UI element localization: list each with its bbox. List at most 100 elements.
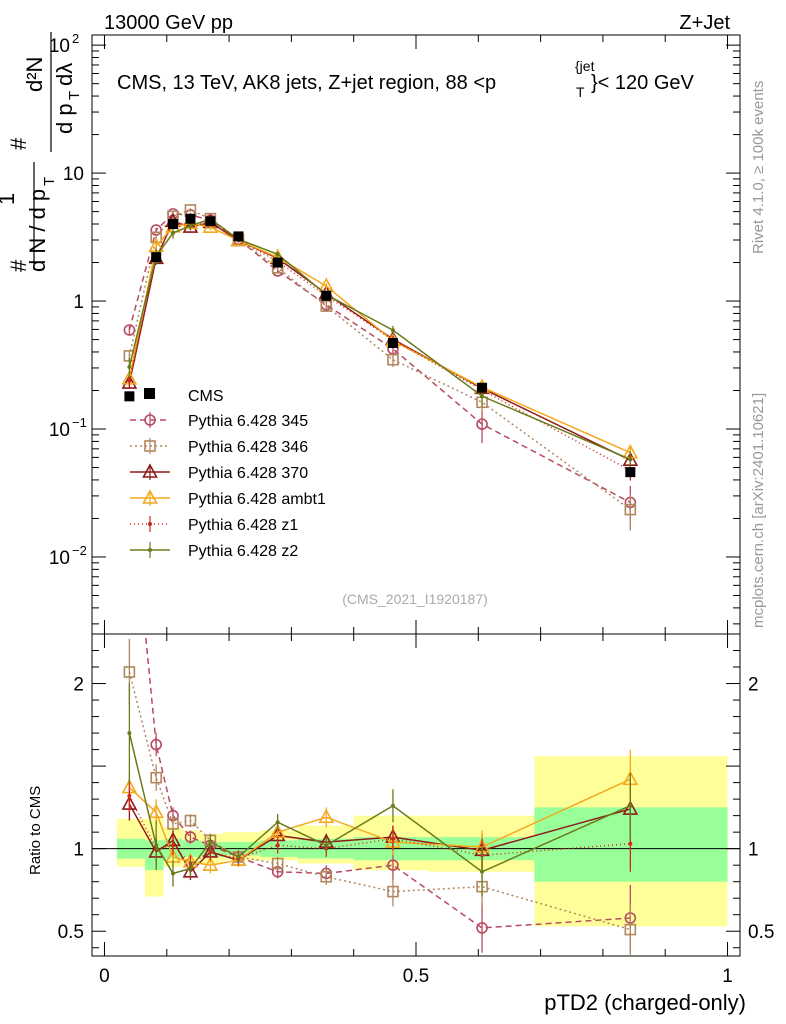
series-ratio-point-4 bbox=[208, 849, 213, 854]
series-ratio-4 bbox=[127, 779, 633, 872]
data-point bbox=[151, 252, 162, 263]
data-point bbox=[625, 467, 636, 478]
series-ratio-point-5 bbox=[171, 871, 175, 876]
series-ratio-point-5 bbox=[480, 869, 485, 874]
x-tick-label-0: 0 bbox=[99, 966, 110, 987]
legend-marker-1 bbox=[144, 440, 156, 452]
series-ratio-point-2 bbox=[182, 863, 199, 878]
legend: CMS Pythia 6.428 345 Pythia 6.428 346 Pythi… bbox=[130, 388, 326, 560]
series-point-5 bbox=[628, 457, 633, 462]
ratio-ytick-label-1: 1 bbox=[73, 840, 84, 861]
legend-marker-2 bbox=[142, 463, 158, 478]
title-sup: {jet bbox=[575, 58, 595, 74]
series-ratio-point-1 bbox=[167, 818, 179, 830]
series-line-0 bbox=[128, 213, 631, 504]
series-ratio-point-4 bbox=[390, 836, 395, 841]
chart-title: CMS, 13 TeV, AK8 jets, Z+jet region, 88 … bbox=[117, 58, 695, 100]
main-ytick-exp-1: −1 bbox=[72, 415, 87, 430]
main-ytick-label-3: 10 bbox=[63, 164, 84, 185]
main-ytick-label-1: 10 bbox=[49, 420, 70, 441]
series-ratio-point-1 bbox=[320, 870, 333, 883]
series-ratio-point-0 bbox=[476, 922, 488, 934]
series-ratio-point-4 bbox=[628, 841, 633, 846]
data-point bbox=[477, 382, 488, 393]
main-ytick-label-0: 10 bbox=[49, 548, 70, 569]
main-ytick-exp-0: −2 bbox=[72, 543, 87, 558]
series-point-5 bbox=[188, 223, 193, 228]
analysis-id: (CMS_2021_I1920187) bbox=[342, 591, 488, 607]
series-ratio-point-5 bbox=[154, 843, 159, 848]
series-ratio-point-4 bbox=[127, 793, 132, 798]
series-ratio-point-1 bbox=[123, 666, 136, 678]
series-ratio-point-1 bbox=[271, 857, 284, 870]
y-label-frac-top: d²N bbox=[22, 57, 47, 92]
ratio-ytick-label-right-2: 2 bbox=[748, 675, 759, 696]
series-ratio-point-5 bbox=[188, 866, 193, 871]
main-ytick-label-4: 10 bbox=[49, 36, 70, 57]
series-ratio-point-0 bbox=[150, 738, 162, 751]
ratio-panel: 0 0.5 1 0.5 0.5 1 1 2 2 bbox=[58, 633, 774, 987]
series-ratio-point-3 bbox=[230, 851, 247, 867]
data-point bbox=[205, 216, 216, 227]
series-main-5 bbox=[127, 216, 633, 469]
series-ratio-point-3 bbox=[148, 803, 165, 819]
legend-label-4: Pythia 6.428 z1 bbox=[188, 517, 298, 534]
series-ratio-point-5 bbox=[208, 840, 213, 845]
title-main-text: CMS, 13 TeV, AK8 jets, Z+jet region, 88 … bbox=[117, 72, 496, 94]
y-label-frac-bot-sub: T bbox=[66, 91, 83, 100]
series-ratio-line-0 bbox=[144, 634, 631, 929]
header-left: 13000 GeV pp bbox=[104, 12, 233, 34]
series-point-5 bbox=[127, 364, 132, 369]
series-ratio-point-5 bbox=[236, 854, 241, 859]
series-ratio-point-0 bbox=[184, 831, 197, 843]
data-point bbox=[185, 213, 196, 224]
main-ytick-exp-4: 2 bbox=[72, 31, 79, 46]
series-point-0 bbox=[123, 324, 136, 336]
series-ratio-point-3 bbox=[318, 808, 335, 824]
data-point bbox=[233, 231, 244, 242]
legend-label-2: Pythia 6.428 370 bbox=[188, 465, 308, 482]
mcplots-label: mcplots.cern.ch [arXiv:2401.10621] bbox=[750, 393, 767, 628]
series-ratio-point-1 bbox=[387, 885, 399, 898]
series-point-5 bbox=[480, 394, 485, 399]
legend-label-0: Pythia 6.428 345 bbox=[188, 413, 308, 430]
series-ratio-point-3 bbox=[202, 856, 219, 871]
x-tick-label-2: 1 bbox=[722, 966, 733, 987]
series-point-1 bbox=[320, 300, 333, 312]
y-label-one: 1 bbox=[0, 193, 19, 205]
legend-marker-4 bbox=[148, 522, 152, 526]
ratio-ytick-label-2: 2 bbox=[73, 675, 84, 696]
series-point-5 bbox=[390, 328, 395, 333]
legend-label-5: Pythia 6.428 z2 bbox=[188, 543, 298, 560]
series-point-2 bbox=[182, 218, 199, 233]
series-ratio-point-1 bbox=[150, 771, 162, 784]
series-line-4 bbox=[128, 221, 631, 472]
series-point-1 bbox=[150, 231, 162, 244]
rivet-label: Rivet 4.1.0, ≥ 100k events bbox=[750, 81, 767, 254]
series-ratio-point-1 bbox=[184, 814, 197, 827]
series-ratio-point-0 bbox=[387, 859, 399, 871]
data-point bbox=[387, 338, 398, 349]
series-ratio-5 bbox=[127, 683, 633, 897]
data-series bbox=[124, 213, 636, 478]
y-label-frac-bot: d p bbox=[52, 103, 77, 134]
ratio-y-label: Ratio to CMS bbox=[27, 786, 44, 875]
title-tail: }< 120 GeV bbox=[591, 72, 695, 94]
series-main-2 bbox=[121, 212, 639, 469]
x-tick-label-1: 0.5 bbox=[403, 966, 429, 987]
series-point-1 bbox=[624, 503, 637, 516]
series-point-5 bbox=[275, 252, 280, 257]
band-inner-1 bbox=[144, 840, 164, 871]
y-label-hash: # bbox=[6, 259, 31, 272]
legend-marker-3 bbox=[142, 489, 158, 504]
series-ratio-point-5 bbox=[324, 843, 329, 848]
legend-label-3: Pythia 6.428 ambt1 bbox=[188, 491, 326, 508]
series-point-5 bbox=[171, 231, 175, 236]
series-ratio-point-5 bbox=[127, 731, 132, 736]
series-ratio-point-5 bbox=[628, 803, 633, 808]
series-point-0 bbox=[476, 418, 488, 430]
series-ratio-point-5 bbox=[390, 803, 395, 808]
ratio-ytick-label-right-1: 1 bbox=[748, 840, 759, 861]
